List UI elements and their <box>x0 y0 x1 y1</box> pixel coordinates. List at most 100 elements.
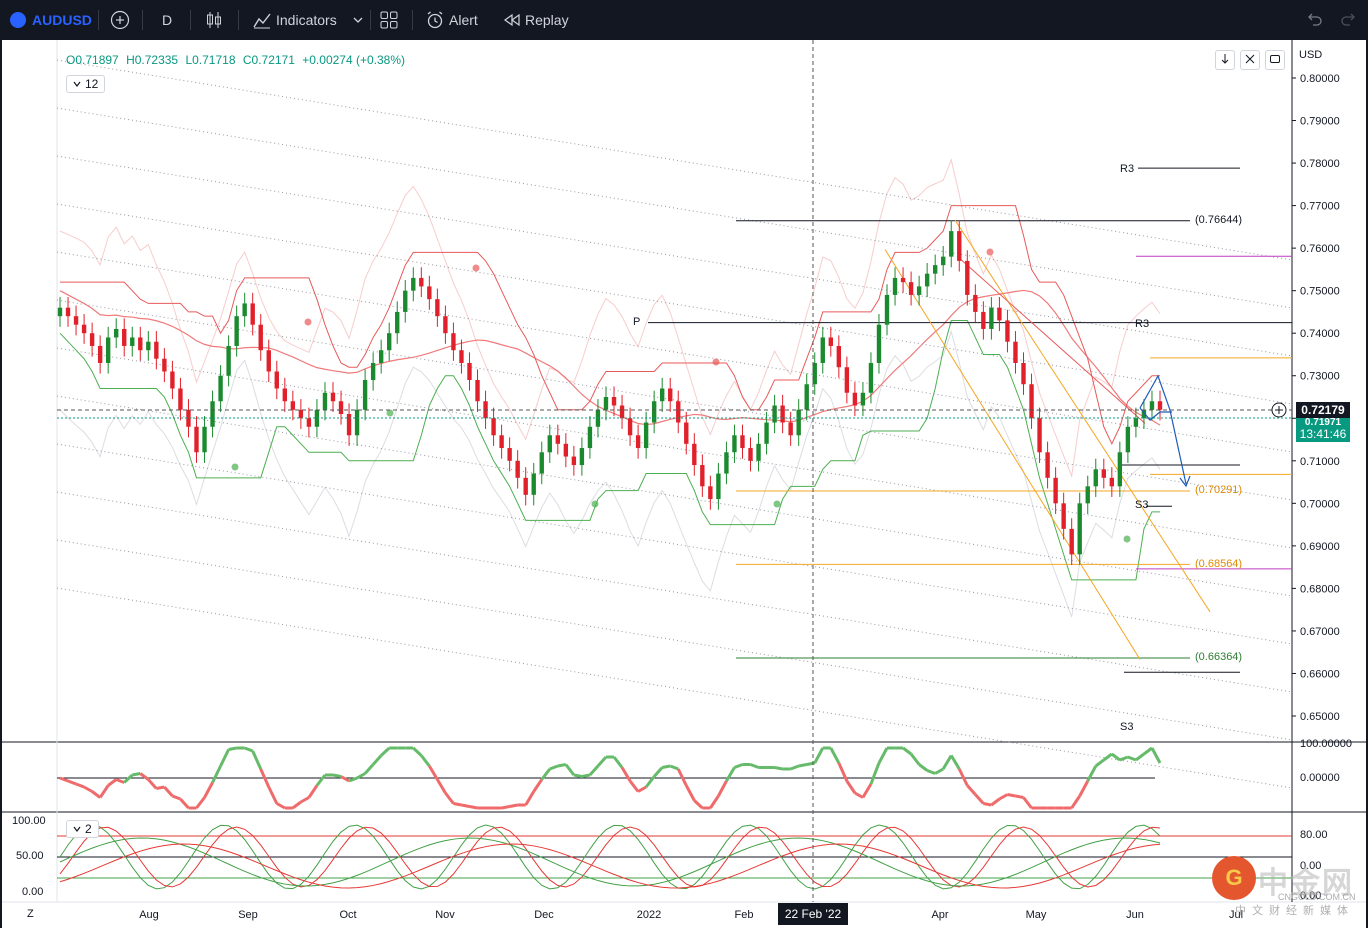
candle-body <box>154 341 159 359</box>
candle-body <box>65 307 71 317</box>
undo-button[interactable] <box>1305 0 1323 40</box>
signal-dot <box>386 409 394 417</box>
y-tick-label: 0.74000 <box>1300 328 1340 340</box>
osc1-segment <box>573 773 583 778</box>
add-symbol-button[interactable] <box>110 0 130 40</box>
candle-body <box>932 265 938 274</box>
candle-body <box>780 405 785 423</box>
osc1-segment <box>228 746 237 751</box>
candle-body <box>314 409 320 427</box>
candle-body <box>587 426 593 449</box>
candle-body <box>499 435 504 449</box>
osc1-segment <box>684 784 696 802</box>
move-down-button[interactable] <box>1215 50 1235 70</box>
candle-body <box>282 388 288 402</box>
maximize-button[interactable] <box>1265 50 1285 70</box>
osc1-segment <box>1143 746 1153 756</box>
rewind-icon <box>503 13 520 27</box>
brand-logo: G <box>1212 856 1256 900</box>
osc1-segment <box>315 774 327 787</box>
candle-body <box>700 465 705 487</box>
arrow-head <box>1179 475 1191 488</box>
x-tick-label: Jun <box>1126 909 1144 921</box>
replay-button[interactable]: Replay <box>503 0 569 40</box>
osc1-segment <box>219 748 230 767</box>
osc1-segment <box>1135 752 1145 762</box>
current-price-tag: 0.72179 <box>1296 402 1350 418</box>
candle-body <box>563 443 569 457</box>
osc1-segment <box>123 773 134 784</box>
candle-body <box>362 379 368 410</box>
candle-body <box>1061 503 1066 529</box>
interval-button[interactable]: D <box>162 12 173 28</box>
indicator-count-badge[interactable]: 12 <box>66 75 106 93</box>
indicators-label: Indicators <box>276 12 337 28</box>
signal-dot <box>773 500 781 508</box>
r3-label: R3 <box>1135 318 1150 330</box>
indicators-dropdown[interactable] <box>352 0 364 40</box>
candle-body <box>724 452 729 474</box>
change-value: +0.00274 (+0.38%) <box>302 53 405 67</box>
low-value: L0.71718 <box>185 53 236 67</box>
candle-body <box>796 409 801 436</box>
divider <box>190 10 191 30</box>
oscillator-pane-2 <box>57 824 1292 890</box>
candle-body <box>1101 469 1106 478</box>
osc1-segment <box>774 766 783 771</box>
candle-body <box>290 401 296 410</box>
osc1-segment <box>806 761 816 766</box>
osc2-scale-label: 0.00 <box>1300 890 1322 902</box>
y-tick-label: 0.71000 <box>1300 456 1340 468</box>
osc1-segment <box>653 766 664 778</box>
layouts-button[interactable] <box>380 0 398 40</box>
candle-body <box>860 392 866 406</box>
candle-body <box>804 384 809 410</box>
candle-body <box>812 362 817 385</box>
osc2-scale-label: 100.00 <box>12 815 46 827</box>
candle-body <box>668 388 673 402</box>
candle-body <box>603 397 609 410</box>
candle-body <box>659 388 665 402</box>
osc1-segment <box>420 754 431 767</box>
alert-button[interactable]: Alert <box>425 0 478 40</box>
s3-label: S3 <box>1135 499 1149 511</box>
y-tick-label: 0.68000 <box>1300 583 1340 595</box>
divider <box>142 10 143 30</box>
timezone-label[interactable]: Z <box>27 908 34 920</box>
osc1-segment <box>453 802 462 807</box>
x-tick-label: Nov <box>435 909 455 921</box>
x-tick-label: Jul <box>1229 909 1243 921</box>
channel-lines <box>56 59 1293 789</box>
candle-body <box>322 392 328 410</box>
osc1-segment <box>564 763 576 776</box>
channel-line <box>56 59 1293 261</box>
osc1-segment <box>1094 758 1105 768</box>
chart-type-button[interactable] <box>204 0 224 40</box>
osc1-segment <box>348 776 358 783</box>
osc1-segment <box>147 778 158 790</box>
osc1-segment <box>709 795 720 809</box>
candle-body <box>941 256 946 266</box>
indicators-button[interactable]: Indicators <box>252 0 337 40</box>
osc1-segment <box>557 763 567 768</box>
symbol-search[interactable]: AUDUSD <box>10 0 92 40</box>
prev-price-tag: 0.71971 <box>1296 418 1350 428</box>
osc1-segment <box>83 785 93 793</box>
candle-body <box>218 375 223 402</box>
osc1-segment <box>115 778 125 784</box>
osc1-segment <box>363 763 375 775</box>
osc1-segment <box>829 747 841 764</box>
redo-button[interactable] <box>1340 0 1358 40</box>
oscillator-badge[interactable]: 2 <box>66 820 99 838</box>
osc1-segment <box>67 779 77 786</box>
osc1-segment <box>291 800 302 810</box>
collapse-button[interactable] <box>1240 50 1260 70</box>
stoch-k <box>59 824 1161 890</box>
candle-body <box>306 418 312 427</box>
y-tick-label: 0.65000 <box>1300 711 1340 723</box>
chevron-down-icon <box>73 81 81 87</box>
moving-average <box>59 289 1161 426</box>
trend-channel <box>954 219 1211 613</box>
candle-body <box>708 486 713 500</box>
